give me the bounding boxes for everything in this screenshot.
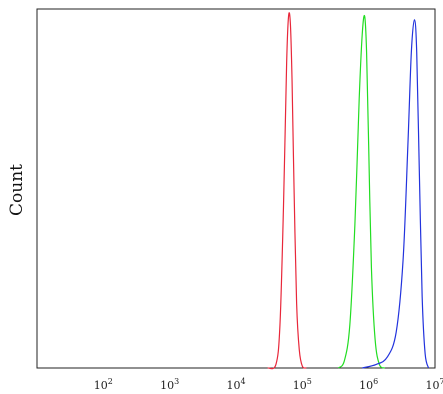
- x-tick-label: 103: [160, 377, 179, 392]
- histogram-series-3: [362, 19, 430, 369]
- x-tick-label: 105: [293, 377, 312, 392]
- histogram-series-2: [337, 14, 386, 369]
- x-tick-label: 107: [425, 377, 443, 392]
- x-tick-label: 102: [94, 377, 113, 392]
- y-axis-label: Count: [7, 164, 27, 216]
- x-tick-label: 104: [226, 377, 245, 392]
- plot-frame: [36, 8, 436, 369]
- x-tick-layer: 102 103 104 105 106 107: [94, 377, 443, 392]
- histogram-series-1: [267, 12, 307, 370]
- series-layer: [267, 12, 430, 370]
- x-tick-label: 106: [359, 377, 378, 392]
